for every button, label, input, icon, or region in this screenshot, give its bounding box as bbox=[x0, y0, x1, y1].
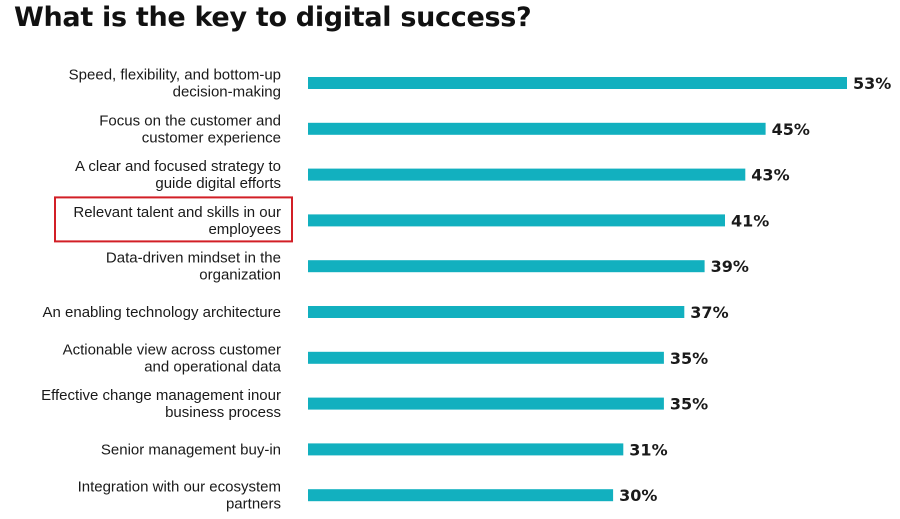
category-label-line: and operational data bbox=[144, 358, 281, 375]
highlight-layer bbox=[54, 196, 293, 243]
value-label-4: 41% bbox=[731, 211, 769, 230]
value-label-1: 53% bbox=[853, 74, 891, 93]
value-label-8: 35% bbox=[670, 395, 708, 414]
category-label-line: A clear and focused strategy to bbox=[75, 158, 281, 175]
category-label-line: Speed, flexibility, and bottom-up bbox=[69, 67, 281, 84]
bar-6 bbox=[308, 306, 685, 318]
category-label-line: employees bbox=[208, 221, 281, 238]
value-label-5: 39% bbox=[711, 257, 749, 276]
bar-2 bbox=[308, 122, 766, 135]
category-label-line: Actionable view across customer bbox=[63, 341, 281, 358]
bar-8 bbox=[308, 397, 664, 410]
category-label-line: Effective change management inour bbox=[41, 387, 281, 404]
category-label-7: Actionable view across customer and opera… bbox=[63, 341, 282, 375]
value-label-6: 37% bbox=[690, 303, 728, 322]
category-label-3: A clear and focused strategy to guide dig… bbox=[75, 158, 281, 192]
category-label-5: Data-driven mindset in the organization bbox=[106, 250, 281, 284]
value-label-9: 31% bbox=[629, 440, 667, 459]
category-label-line: customer experience bbox=[142, 129, 281, 146]
bar-4 bbox=[308, 214, 725, 227]
category-label-line: business process bbox=[165, 404, 281, 421]
category-label-line: organization bbox=[199, 267, 281, 284]
bar-1 bbox=[308, 77, 847, 89]
category-labels: Speed, flexibility, and bottom-up decisio… bbox=[41, 67, 282, 513]
bar-9 bbox=[308, 443, 624, 456]
category-label-8: Effective change management inour busines… bbox=[41, 387, 281, 421]
category-label-2: Focus on the customer and customer experi… bbox=[99, 112, 281, 146]
value-label-10: 30% bbox=[619, 486, 657, 505]
value-label-2: 45% bbox=[772, 120, 810, 139]
category-label-10: Integration with our ecosystem partners bbox=[78, 479, 281, 513]
bar-10 bbox=[308, 489, 614, 502]
bar-3 bbox=[308, 168, 746, 181]
category-label-line: Integration with our ecosystem bbox=[78, 479, 281, 496]
category-label-line: Data-driven mindset in the bbox=[106, 250, 281, 267]
category-label-4: Relevant talent and skills in our employe… bbox=[73, 204, 281, 238]
category-label-line: Relevant talent and skills in our bbox=[73, 204, 281, 221]
chart-title: What is the key to digital success? bbox=[14, 2, 532, 33]
category-label-line: guide digital efforts bbox=[155, 175, 281, 192]
value-label-7: 35% bbox=[670, 349, 708, 368]
bars bbox=[308, 77, 847, 502]
category-label-line: Focus on the customer and bbox=[99, 112, 281, 129]
category-label-line: An enabling technology architecture bbox=[43, 304, 282, 321]
value-labels: 53% 45% 43% 41% 39% 37% 35% 35% 31% 30% bbox=[619, 74, 891, 505]
category-label-line: decision-making bbox=[173, 84, 281, 101]
bar-5 bbox=[308, 260, 705, 273]
category-label-1: Speed, flexibility, and bottom-up decisio… bbox=[69, 67, 281, 101]
value-label-3: 43% bbox=[751, 166, 789, 185]
bar-7 bbox=[308, 351, 664, 364]
category-label-line: Senior management buy-in bbox=[101, 441, 281, 458]
category-label-line: partners bbox=[226, 496, 281, 513]
highlight-box bbox=[54, 196, 293, 243]
category-label-9: Senior management buy-in bbox=[101, 441, 281, 458]
category-label-6: An enabling technology architecture bbox=[43, 304, 282, 321]
